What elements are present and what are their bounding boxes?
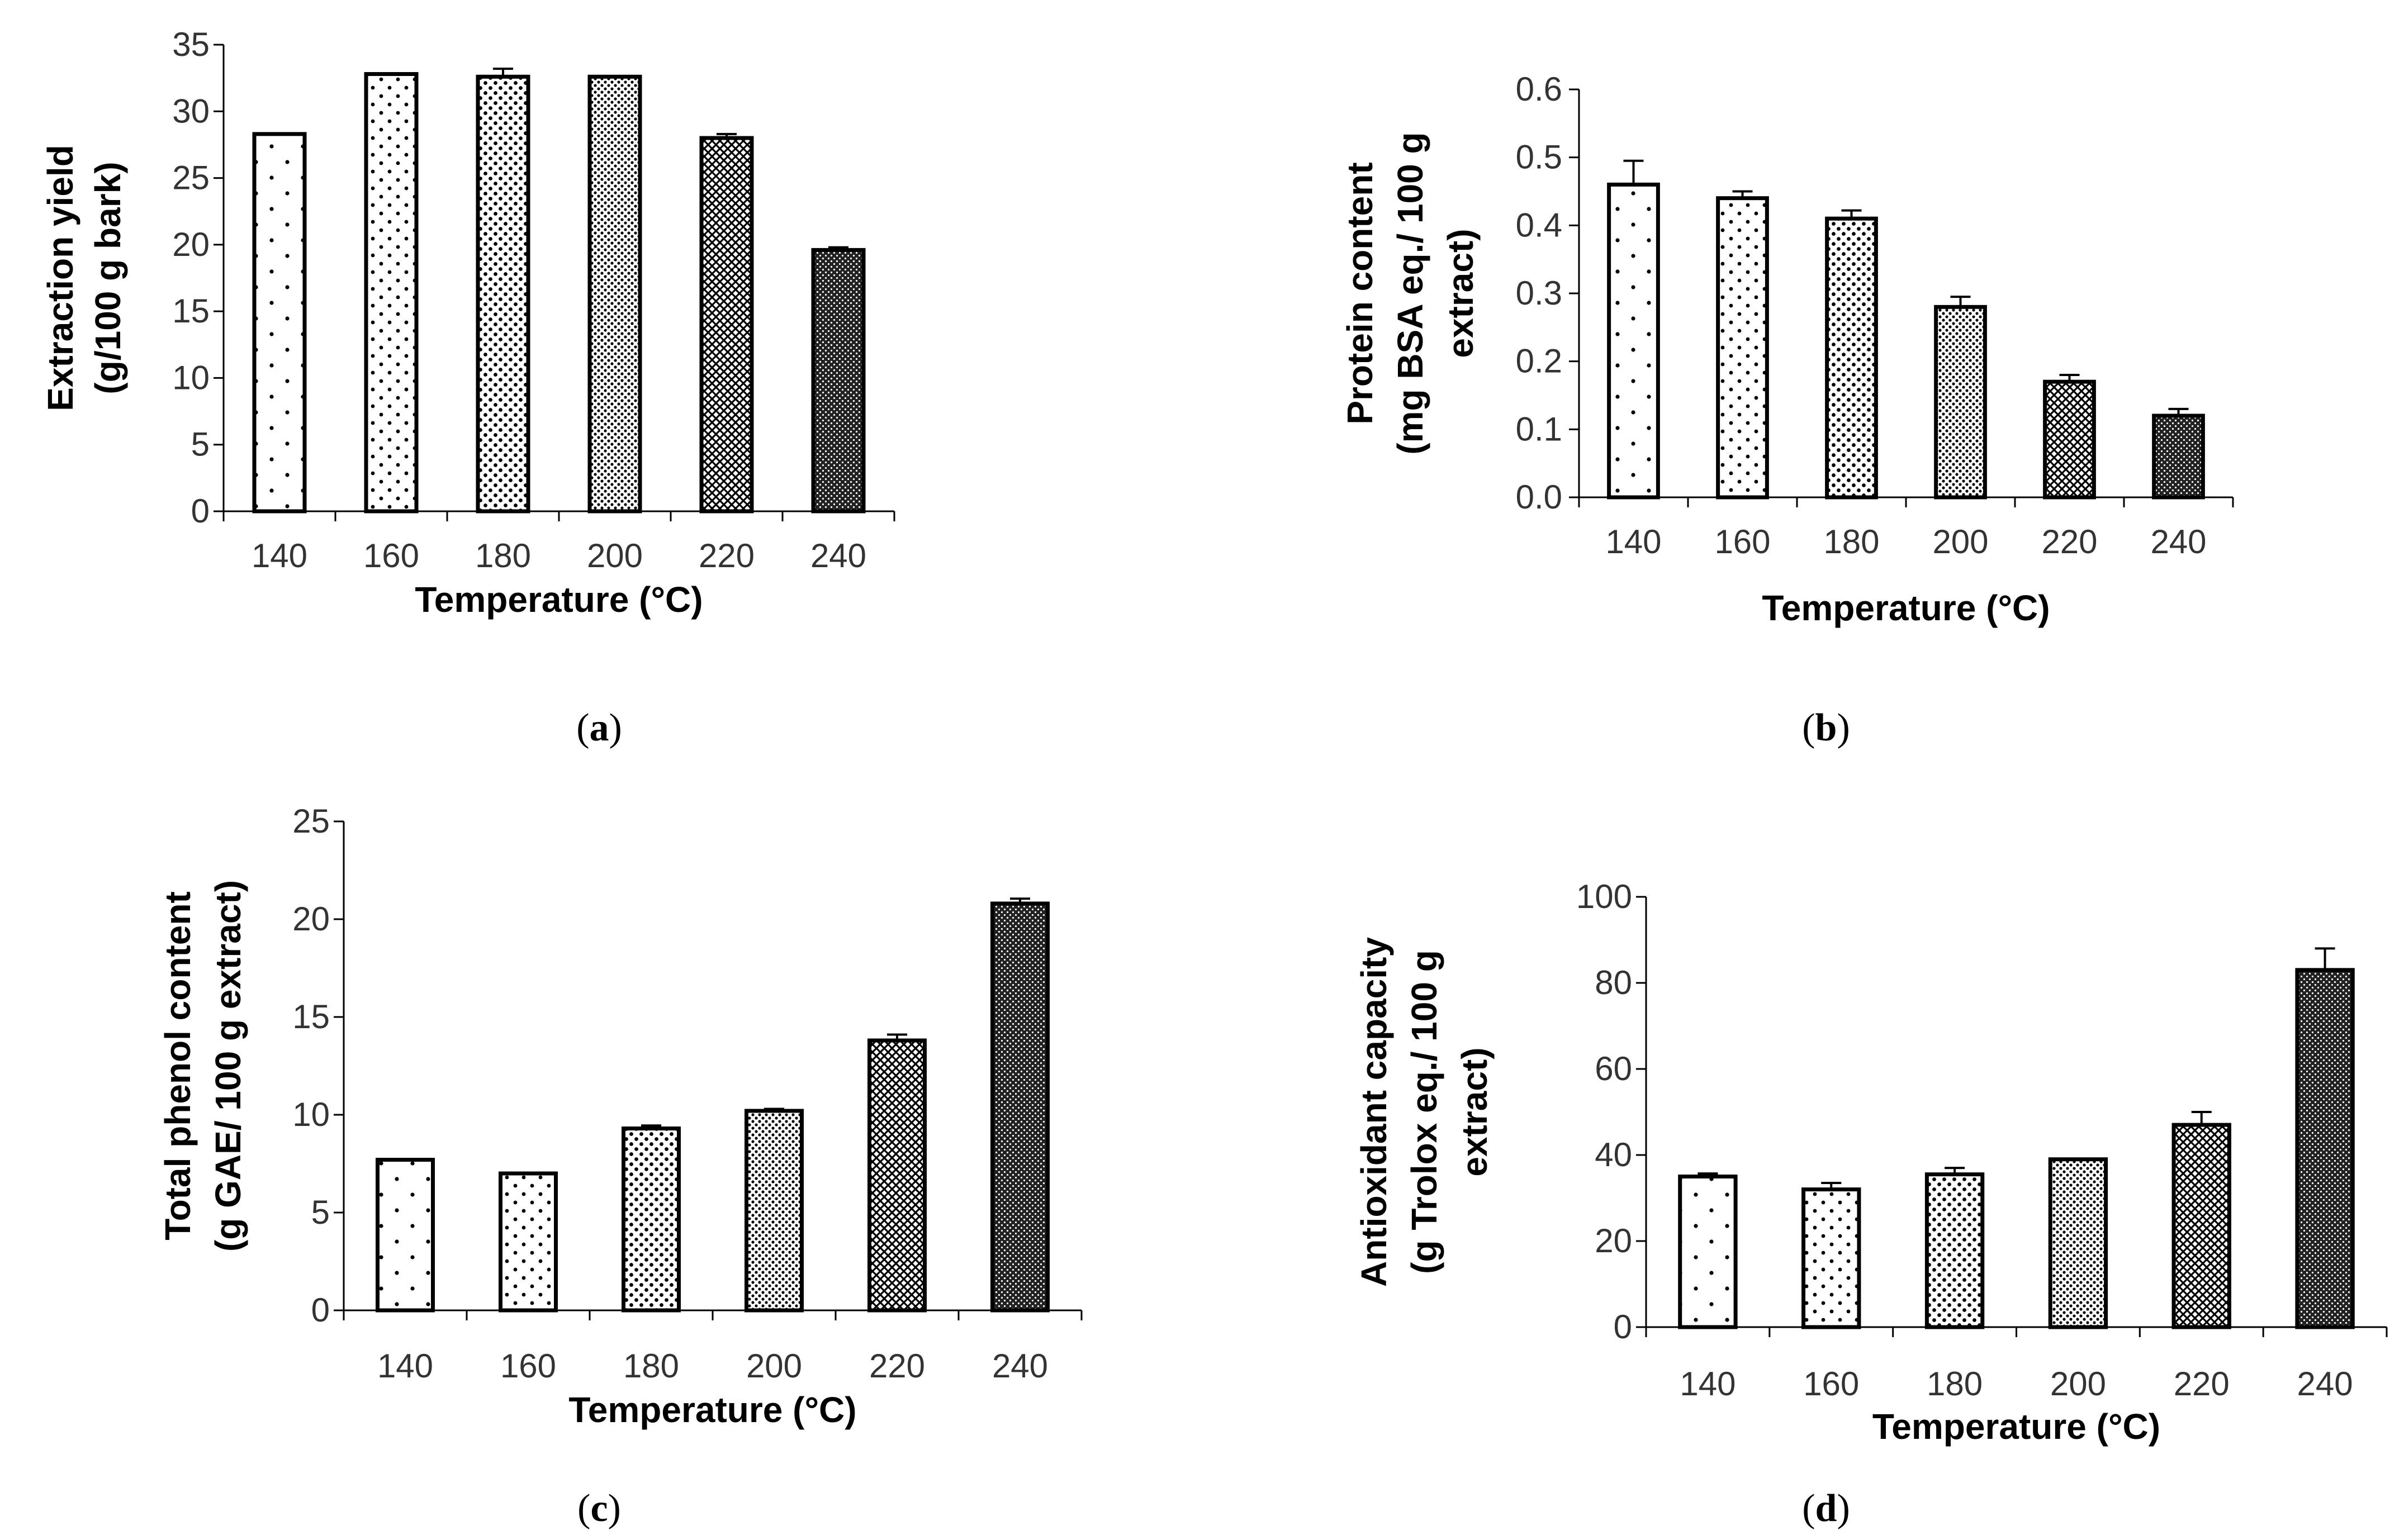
x-tick-label: 160 — [500, 1347, 556, 1385]
y-axis-label: (g/100 g bark) — [88, 161, 128, 394]
x-axis-label: Temperature (°C) — [1872, 1406, 2160, 1447]
x-tick-label: 220 — [869, 1347, 925, 1385]
bar — [2048, 1157, 2108, 1329]
y-tick-label: 0.4 — [1516, 206, 1562, 244]
bar — [811, 248, 866, 514]
bar — [1934, 305, 1987, 500]
y-tick-label: 5 — [191, 426, 210, 463]
y-tick-label: 0.1 — [1516, 410, 1562, 448]
x-tick-label: 220 — [2041, 523, 2097, 560]
bar — [2043, 379, 2096, 500]
chart-panel-c: 0 5 10 15 20 25 140 160 180 200 220 240 Temperature … — [158, 802, 1083, 1430]
y-axis-label: (g Trolox eq./ 100 g — [1404, 950, 1444, 1274]
x-tick-label: 180 — [1927, 1365, 1983, 1403]
bar — [476, 74, 530, 514]
bar — [1801, 1187, 1861, 1329]
y-axis-label: (mg BSA eq./ 100 g — [1390, 132, 1430, 454]
y-tick-label: 15 — [292, 998, 330, 1035]
y-tick-label: 20 — [172, 226, 210, 263]
y-tick-label: 0.2 — [1516, 343, 1562, 380]
y-tick-label: 5 — [311, 1194, 330, 1231]
y-tick-label: 10 — [292, 1096, 330, 1133]
bar — [364, 72, 419, 514]
y-tick-label: 0 — [191, 492, 210, 530]
bar — [1678, 1175, 1738, 1329]
x-tick-label: 180 — [475, 537, 531, 574]
y-tick-label: 25 — [172, 159, 210, 197]
bar — [1924, 1172, 1985, 1329]
chart-panel-a: 0 5 10 15 20 25 30 35 140 160 180 200 220 240 Temperat… — [40, 26, 895, 620]
caption-b: (b) — [1802, 706, 1850, 749]
x-axis-label: Temperature (°C) — [1762, 588, 2050, 628]
bar — [1716, 196, 1769, 500]
bar — [587, 74, 642, 514]
x-tick-label: 220 — [699, 537, 755, 574]
x-tick-label: 160 — [363, 537, 419, 574]
bar — [2171, 1123, 2231, 1329]
caption-c: (c) — [577, 1487, 621, 1530]
x-tick-label: 240 — [992, 1347, 1048, 1385]
x-axis-label: Temperature (°C) — [568, 1390, 856, 1430]
bar — [1825, 216, 1878, 500]
y-axis-label: Protein content — [1340, 162, 1380, 424]
x-tick-label: 140 — [252, 537, 307, 574]
y-tick-label: 0.0 — [1516, 478, 1562, 516]
bar — [622, 1127, 681, 1313]
bar — [745, 1109, 804, 1313]
y-tick-label: 10 — [172, 359, 210, 396]
y-axis-label: (g GAE/ 100 g extract) — [208, 880, 248, 1252]
bar — [2152, 413, 2205, 500]
x-tick-label: 140 — [1605, 523, 1661, 560]
y-tick-label: 40 — [1595, 1136, 1632, 1173]
bar — [699, 136, 754, 514]
y-tick-label: 0 — [311, 1291, 330, 1329]
y-tick-label: 15 — [172, 292, 210, 330]
x-tick-label: 140 — [377, 1347, 433, 1385]
y-axis-label: Total phenol content — [158, 891, 198, 1240]
y-tick-label: 60 — [1595, 1050, 1632, 1087]
y-axis-label: extract) — [1454, 1047, 1495, 1176]
y-tick-label: 25 — [292, 802, 330, 840]
y-tick-label: 35 — [172, 26, 210, 63]
x-tick-label: 240 — [2297, 1365, 2353, 1403]
x-tick-label: 180 — [623, 1347, 679, 1385]
x-tick-label: 220 — [2174, 1365, 2230, 1403]
y-tick-label: 80 — [1595, 964, 1632, 1001]
y-tick-label: 30 — [172, 92, 210, 130]
y-axis-label: extract) — [1440, 229, 1481, 358]
y-tick-label: 20 — [292, 900, 330, 938]
y-tick-label: 0.6 — [1516, 70, 1562, 108]
x-tick-label: 200 — [1932, 523, 1988, 560]
y-tick-label: 0 — [1614, 1308, 1632, 1346]
x-tick-label: 200 — [746, 1347, 802, 1385]
x-tick-label: 160 — [1714, 523, 1770, 560]
x-tick-label: 160 — [1803, 1365, 1859, 1403]
chart-panel-d: 0 20 40 60 80 100 140 160 180 200 220 240 Temperatur… — [1354, 878, 2388, 1447]
caption-d: (d) — [1802, 1487, 1850, 1530]
bar — [1607, 182, 1660, 500]
x-tick-label: 200 — [2050, 1365, 2106, 1403]
x-tick-label: 240 — [2150, 523, 2206, 560]
x-tick-label: 140 — [1680, 1365, 1736, 1403]
y-tick-label: 100 — [1576, 878, 1632, 915]
chart-panel-b: 0.0 0.1 0.2 0.3 0.4 0.5 0.6 140 160 180 200 220 240 T… — [1340, 70, 2234, 628]
x-axis-label: Temperature (°C) — [415, 579, 703, 620]
bar — [990, 901, 1050, 1313]
x-tick-label: 200 — [587, 537, 643, 574]
y-axis-label: Extraction yield — [40, 145, 80, 411]
bar — [376, 1158, 435, 1313]
caption-a: (a) — [576, 706, 622, 749]
bar — [867, 1038, 927, 1313]
y-tick-label: 0.5 — [1516, 139, 1562, 176]
bar — [252, 132, 307, 514]
y-tick-label: 0.3 — [1516, 274, 1562, 312]
y-tick-label: 20 — [1595, 1222, 1632, 1259]
bar — [499, 1171, 558, 1313]
x-tick-label: 180 — [1823, 523, 1879, 560]
x-tick-label: 240 — [810, 537, 866, 574]
y-axis-label: Antioxidant capacity — [1354, 937, 1394, 1287]
bar — [2295, 968, 2355, 1329]
